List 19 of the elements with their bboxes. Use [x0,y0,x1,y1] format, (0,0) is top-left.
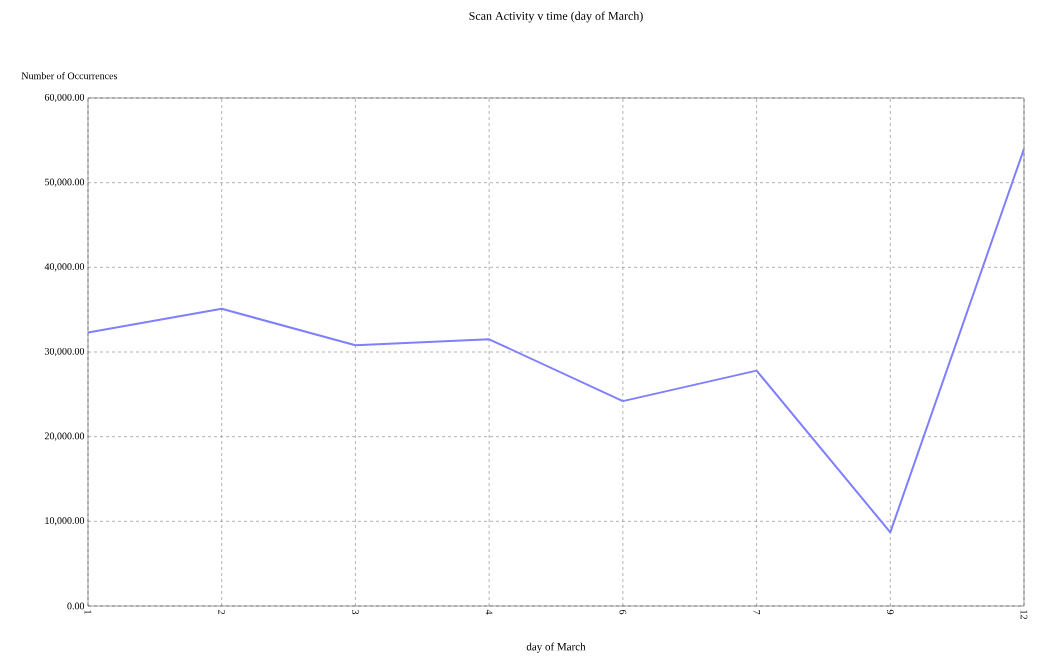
y-tick-label: 40,000.00 [44,263,85,272]
line-series [88,147,1025,534]
x-tick-label: 2 [218,609,226,614]
y-tick-label: 50,000.00 [45,178,85,187]
x-tick-label: 9 [886,609,894,615]
y-tick-label: 30,000.00 [44,347,85,357]
x-tick-label: 4 [485,609,493,615]
y-axis-title: Number of Occurrences [21,72,118,80]
y-tick-label: 10,000.00 [45,517,85,526]
x-tick-label: 3 [352,610,359,615]
y-tick-label: 0.00 [67,602,85,610]
x-tick-label: 12 [1020,610,1028,619]
x-tick-label: 7 [753,610,760,615]
y-tick-label: 60,000.00 [44,93,85,103]
y-tick-label: 20,000.00 [44,432,85,441]
chart-title: Scan Activity v time (day of March) [469,11,643,23]
x-axis-title: day of March [526,642,586,653]
x-tick-label: 6 [619,609,627,615]
x-tick-label: 1 [84,610,92,614]
